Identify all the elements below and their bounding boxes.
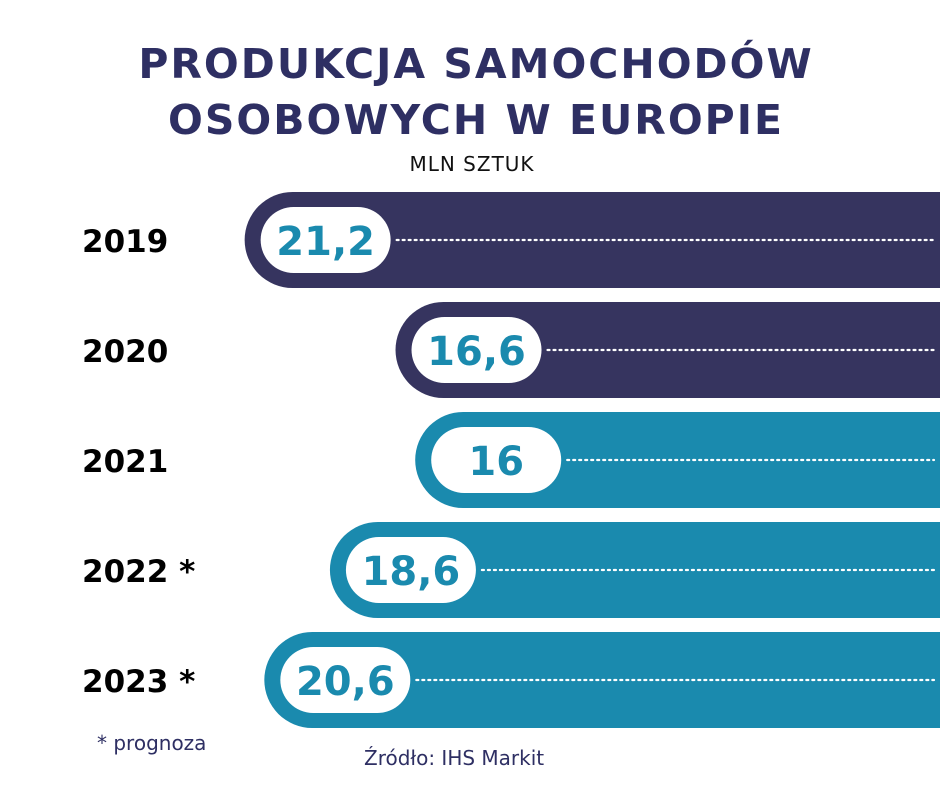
value-pill: [411, 317, 542, 383]
value-label: 20,6: [296, 659, 395, 705]
category-label: 2020: [82, 334, 168, 370]
value-pill: [431, 427, 562, 493]
chart-title-line-1: PRODUKCJA SAMOCHODÓW: [138, 40, 814, 88]
category-label: 2022 *: [82, 554, 195, 590]
value-pill: [260, 207, 391, 273]
bar-2019: [244, 192, 940, 288]
source-note: Źródło: IHS Markit: [364, 746, 545, 770]
value-label: 21,2: [276, 219, 375, 265]
value-pill: [280, 647, 411, 713]
category-label: 2019: [82, 224, 168, 260]
category-label: 2021: [82, 444, 168, 480]
value-label: 18,6: [362, 549, 461, 595]
unit-label: MLN SZTUK: [409, 152, 535, 176]
chart-title-line-2: OSOBOWYCH W EUROPIE: [167, 96, 784, 144]
category-label: 2023 *: [82, 664, 195, 700]
value-label: 16,6: [427, 329, 526, 375]
value-label: 16: [468, 439, 524, 485]
chart-title: PRODUKCJA SAMOCHODÓW OSOBOWYCH W EUROPIE: [0, 36, 940, 148]
value-pill: [345, 537, 476, 603]
footnote: * prognoza: [97, 731, 207, 755]
